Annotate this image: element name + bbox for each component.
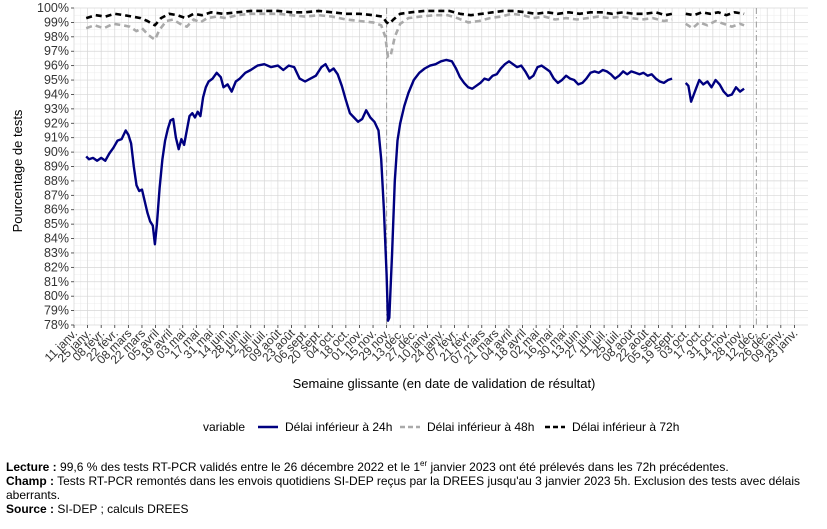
series-line (85, 12, 673, 59)
y-tick-label: 86% (44, 203, 69, 217)
y-tick-label: 94% (44, 87, 69, 101)
source-label: Source : (6, 502, 55, 516)
y-tick-label: 97% (44, 44, 69, 58)
reference-lines (386, 8, 757, 325)
y-tick-label: 85% (44, 217, 69, 231)
y-tick-label: 90% (44, 145, 69, 159)
y-axis-label: Pourcentage de tests (10, 109, 25, 232)
series-line (684, 19, 745, 30)
y-tick-label: 93% (44, 102, 69, 116)
lecture-text: 99,6 % des tests RT-PCR validés entre le… (56, 460, 420, 474)
y-tick-label: 98% (44, 30, 69, 44)
y-tick-label: 89% (44, 160, 69, 174)
legend-label: Délai inférieur à 24h (285, 420, 392, 434)
y-tick-label: 88% (44, 174, 69, 188)
chart-notes: Lecture : 99,6 % des tests RT-PCR validé… (6, 459, 821, 517)
source-note: Source : SI-DEP ; calculs DREES (6, 502, 821, 516)
x-axis-label: Semaine glissante (en date de validation… (293, 376, 596, 391)
series-line (85, 58, 673, 322)
y-axis: 78%79%80%81%82%83%84%85%86%87%88%89%90%9… (37, 1, 74, 332)
y-tick-label: 99% (44, 15, 69, 29)
champ-note: Champ : Tests RT-PCR remontés dans les e… (6, 474, 821, 502)
lecture-superscript: er (420, 459, 428, 468)
y-tick-label: 87% (44, 188, 69, 202)
line-chart: 78%79%80%81%82%83%84%85%86%87%88%89%90%9… (10, 1, 808, 434)
y-tick-label: 80% (44, 289, 69, 303)
y-tick-label: 96% (44, 59, 69, 73)
y-tick-label: 95% (44, 73, 69, 87)
source-text: SI-DEP ; calculs DREES (54, 502, 189, 516)
legend-label: Délai inférieur à 48h (427, 420, 534, 434)
series-line (85, 9, 673, 27)
champ-text: Tests RT-PCR remontés dans les envois qu… (6, 474, 801, 502)
y-tick-label: 92% (44, 116, 69, 130)
lecture-note: Lecture : 99,6 % des tests RT-PCR validé… (6, 459, 821, 475)
y-tick-label: 82% (44, 260, 69, 274)
y-tick-label: 79% (44, 304, 69, 318)
y-tick-label: 84% (44, 232, 69, 246)
x-axis: 11 janv.25 janv.08 févr.22 févr.08 mars2… (42, 325, 801, 367)
y-tick-label: 83% (44, 246, 69, 260)
series-line (684, 78, 745, 103)
champ-label: Champ : (6, 474, 54, 488)
series-group (85, 9, 745, 322)
legend-label: Délai inférieur à 72h (572, 420, 679, 434)
grid-major (73, 7, 808, 326)
legend: variable Délai inférieur à 24h Délai infé… (203, 420, 679, 434)
lecture-text-end: janvier 2023 ont été prélevés dans les 7… (427, 460, 729, 474)
y-tick-label: 100% (37, 1, 69, 15)
y-tick-label: 81% (44, 275, 69, 289)
y-tick-label: 78% (44, 318, 69, 332)
lecture-label: Lecture : (6, 460, 57, 474)
y-tick-label: 91% (44, 131, 69, 145)
legend-title: variable (203, 420, 245, 434)
